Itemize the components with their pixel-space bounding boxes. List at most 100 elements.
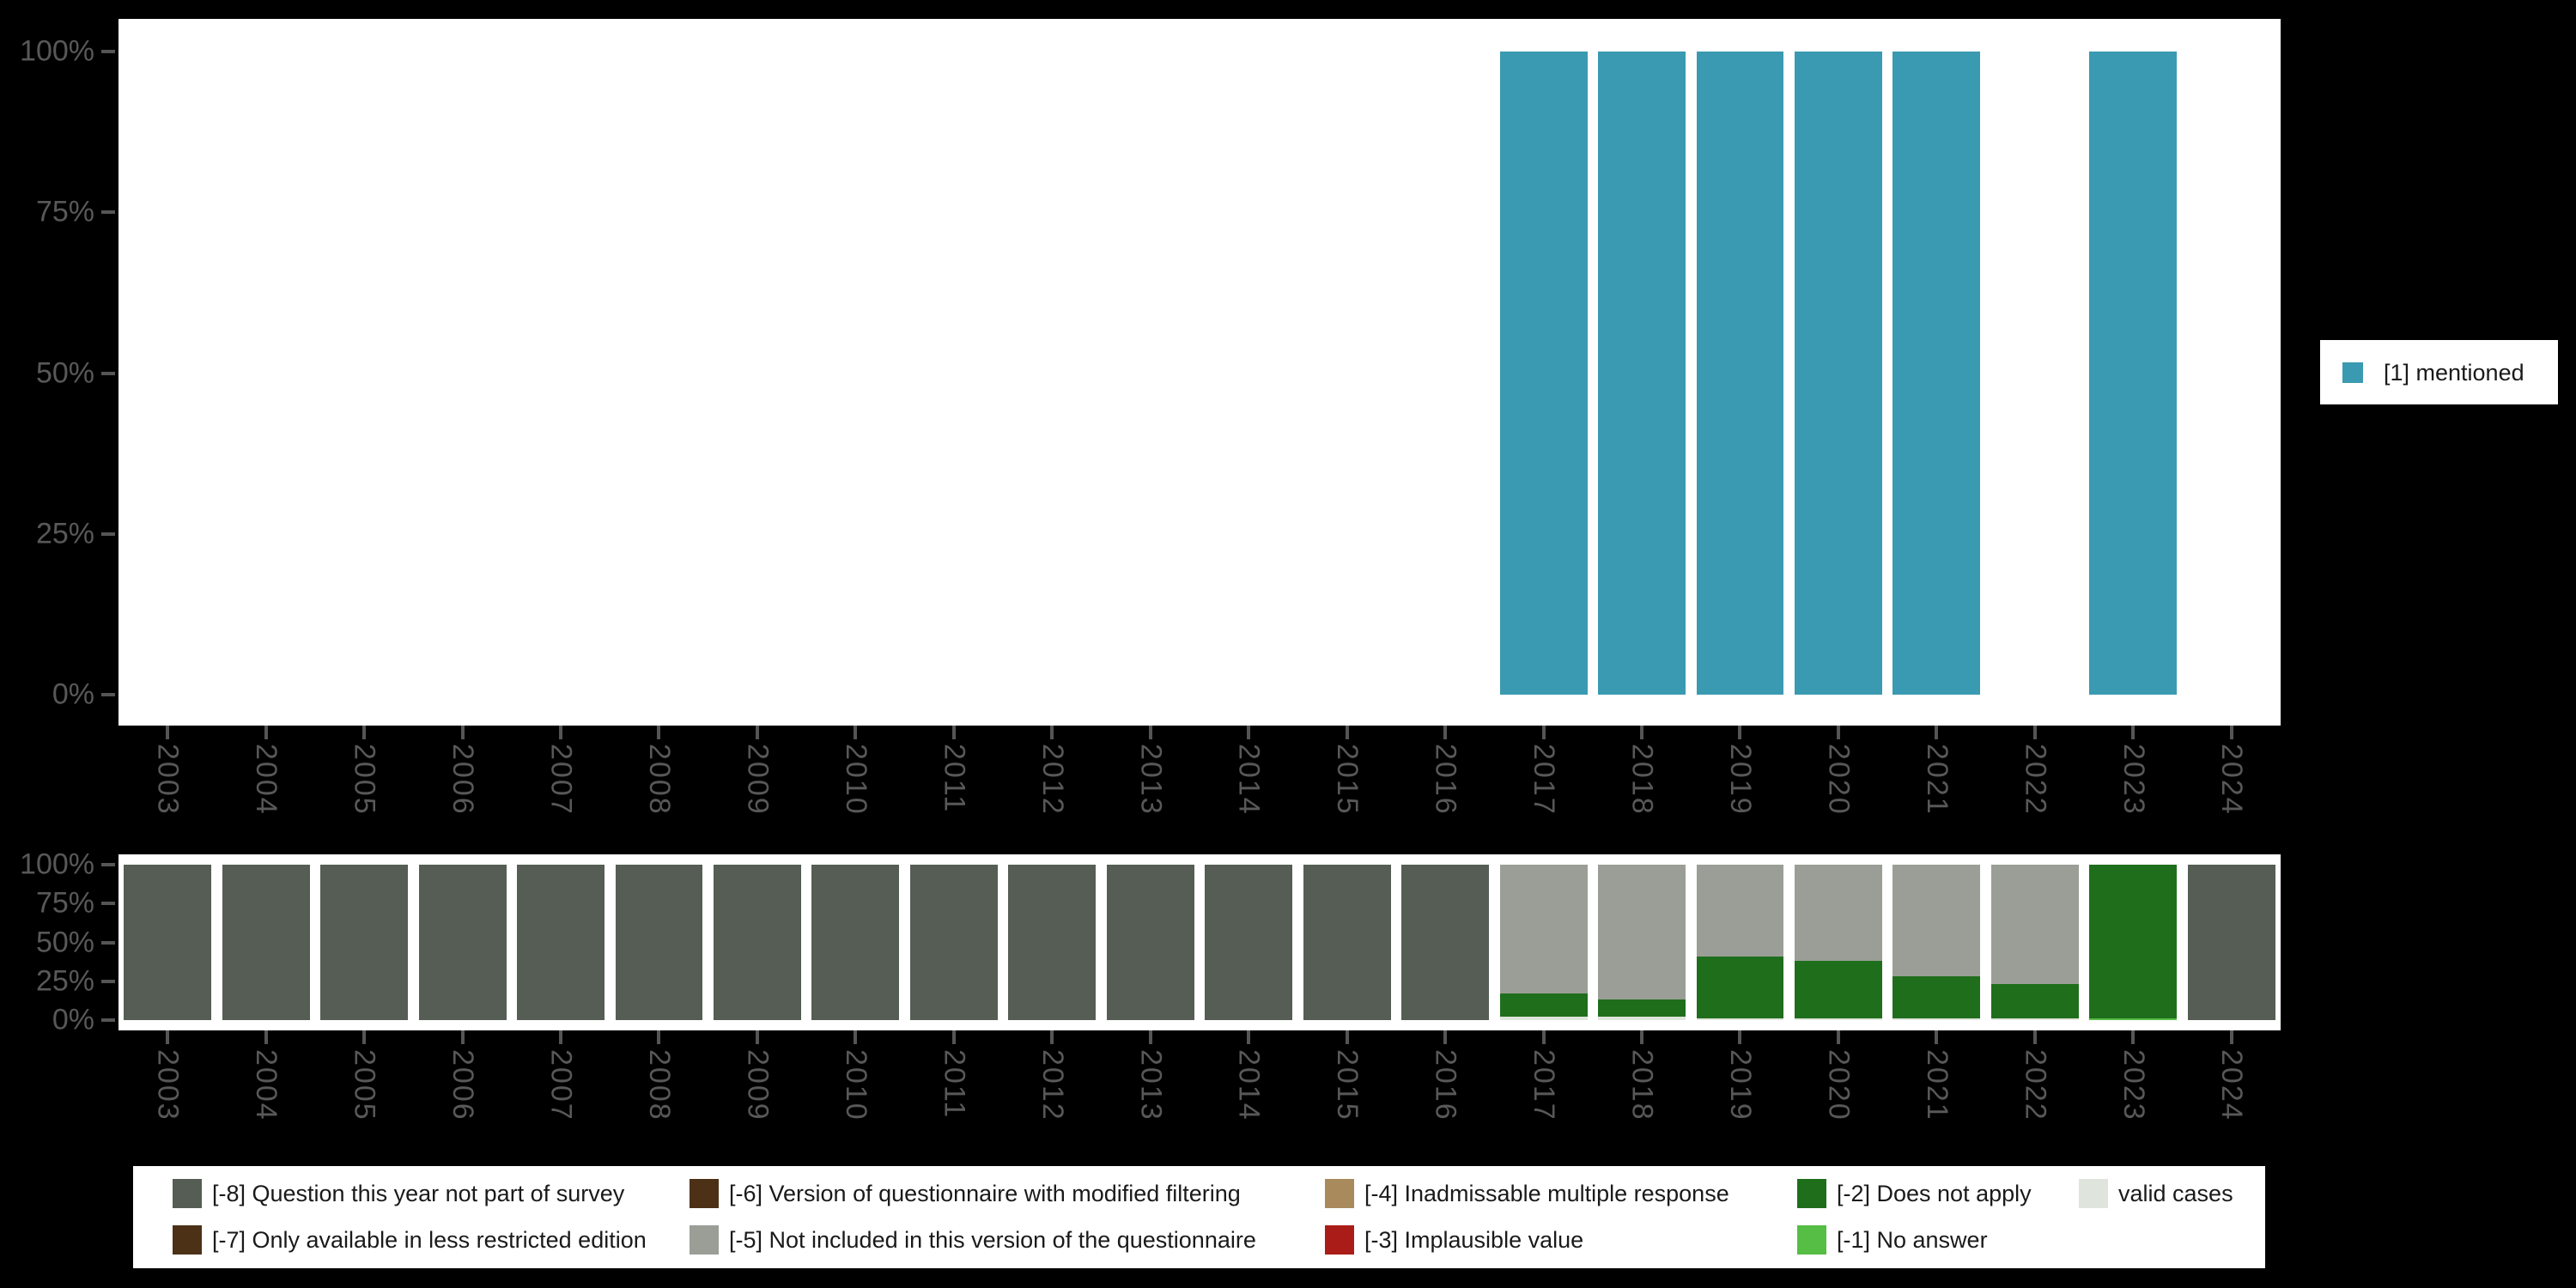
- x-tick: [1935, 726, 1939, 739]
- x-tick-label: 2020: [1822, 1049, 1856, 1121]
- x-tick-slot: [1200, 1030, 1297, 1044]
- stack-slot-2012: [1003, 865, 1101, 1020]
- stack-slot-2007: [512, 865, 610, 1020]
- legend-swatch-icon: [173, 1225, 202, 1255]
- stack-slot-2018: [1593, 865, 1691, 1020]
- stacked-bar-2015: [1303, 865, 1391, 1020]
- bar-slot-2023: [2084, 52, 2182, 695]
- mentioned-bar-2017: [1499, 52, 1588, 695]
- x-tick: [559, 726, 563, 739]
- x-tick: [1541, 1030, 1546, 1044]
- x-label-slot: 2007: [512, 1049, 610, 1148]
- segment-m5-2020: [1795, 865, 1882, 962]
- y-tick-label: 75%: [35, 886, 94, 920]
- x-tick: [2032, 1030, 2037, 1044]
- x-label-slot: 2009: [708, 744, 806, 842]
- x-label-slot: 2005: [315, 1049, 413, 1148]
- x-tick-slot: [2183, 726, 2281, 739]
- stacked-bar-2007: [517, 865, 605, 1020]
- bar-slot-2021: [1887, 52, 1985, 695]
- stacked-bar-2006: [418, 865, 507, 1020]
- x-tick-label: 2019: [1723, 1049, 1757, 1121]
- top-chart-bars: [118, 52, 2281, 695]
- legend-swatch-icon: [690, 1225, 719, 1255]
- x-tick: [1050, 1030, 1054, 1044]
- stack-slot-2008: [610, 865, 708, 1020]
- x-tick-slot: [1691, 726, 1789, 739]
- stacked-bar-2005: [320, 865, 409, 1020]
- x-label-slot: 2003: [118, 1049, 216, 1148]
- bar-slot-2011: [905, 52, 1003, 695]
- x-tick-label: 2024: [2215, 744, 2249, 816]
- stack-slot-2009: [708, 865, 806, 1020]
- stacked-bar-2013: [1106, 865, 1194, 1020]
- x-tick: [755, 726, 759, 739]
- stack-slot-2024: [2183, 865, 2281, 1020]
- x-label-slot: 2013: [1102, 1049, 1200, 1148]
- stacked-bar-2010: [811, 865, 900, 1020]
- x-label-slot: 2018: [1593, 744, 1691, 842]
- x-label-slot: 2023: [2084, 744, 2182, 842]
- x-tick-label: 2005: [348, 1049, 381, 1121]
- y-tick: [101, 532, 115, 536]
- x-tick: [362, 726, 367, 739]
- bar-slot-2024: [2183, 52, 2281, 695]
- top-chart-x-labels: 2003 2004 2005 2006 2007 2008 2009 2010 2011 2012…: [118, 744, 2281, 842]
- x-label-slot: 2006: [413, 1049, 511, 1148]
- y-tick-label: 100%: [20, 848, 94, 881]
- x-label-slot: 2021: [1887, 744, 1985, 842]
- y-tick-label: 0%: [52, 677, 94, 711]
- stacked-bar-2009: [714, 865, 801, 1020]
- x-label-slot: 2004: [216, 744, 314, 842]
- legend-swatch-icon: [1325, 1225, 1354, 1255]
- x-tick-slot: [1494, 726, 1592, 739]
- x-tick-slot: [1789, 726, 1887, 739]
- x-tick: [755, 1030, 759, 1044]
- x-tick-label: 2005: [348, 744, 381, 816]
- x-tick: [264, 726, 268, 739]
- x-tick: [559, 1030, 563, 1044]
- stack-slot-2011: [905, 865, 1003, 1020]
- x-tick: [166, 726, 170, 739]
- legend-swatch-icon: [690, 1179, 719, 1208]
- stacked-bar-2019: [1696, 865, 1784, 1020]
- x-tick-slot: [610, 726, 708, 739]
- segment-m8-2011: [909, 865, 998, 1020]
- y-tick: [101, 902, 115, 906]
- stack-slot-2021: [1887, 865, 1985, 1020]
- x-label-slot: 2009: [708, 1049, 806, 1148]
- stacked-bar-2021: [1893, 865, 1981, 1020]
- legend-item-label: [-7] Only available in less restricted e…: [212, 1227, 647, 1253]
- legend-swatch-icon: [1325, 1179, 1354, 1208]
- stack-slot-2010: [806, 865, 904, 1020]
- segment-m2-2022: [1990, 984, 2079, 1019]
- x-tick: [1443, 726, 1448, 739]
- x-tick-label: 2003: [151, 744, 185, 816]
- x-tick-slot: [1494, 1030, 1592, 1044]
- x-label-slot: 2021: [1887, 1049, 1985, 1148]
- bottom-chart-bars: [118, 865, 2281, 1020]
- x-tick-slot: [2084, 1030, 2182, 1044]
- stack-slot-2022: [1986, 865, 2084, 1020]
- legend-swatch-icon: [2079, 1179, 2108, 1208]
- x-tick-label: 2004: [250, 744, 283, 816]
- x-tick: [1836, 1030, 1840, 1044]
- x-tick: [1443, 1030, 1448, 1044]
- x-tick-slot: [1691, 1030, 1789, 1044]
- x-tick-label: 2012: [1036, 1049, 1069, 1121]
- x-label-slot: 2020: [1789, 1049, 1887, 1148]
- x-label-slot: 2005: [315, 744, 413, 842]
- segment-m1-2023: [2089, 1018, 2178, 1020]
- stack-slot-2023: [2084, 865, 2182, 1020]
- x-tick: [1738, 726, 1742, 739]
- segment-m5-2017: [1499, 865, 1588, 994]
- y-tick: [101, 1018, 115, 1022]
- bottom-chart-x-ticks: [118, 1030, 2281, 1044]
- x-label-slot: 2008: [610, 1049, 708, 1148]
- stacked-bar-2018: [1598, 865, 1686, 1020]
- x-tick: [460, 726, 465, 739]
- segment-m2-2020: [1795, 961, 1882, 1019]
- stacked-bar-2024: [2187, 865, 2275, 1020]
- bar-slot-2008: [610, 52, 708, 695]
- x-tick-label: 2014: [1232, 1049, 1266, 1121]
